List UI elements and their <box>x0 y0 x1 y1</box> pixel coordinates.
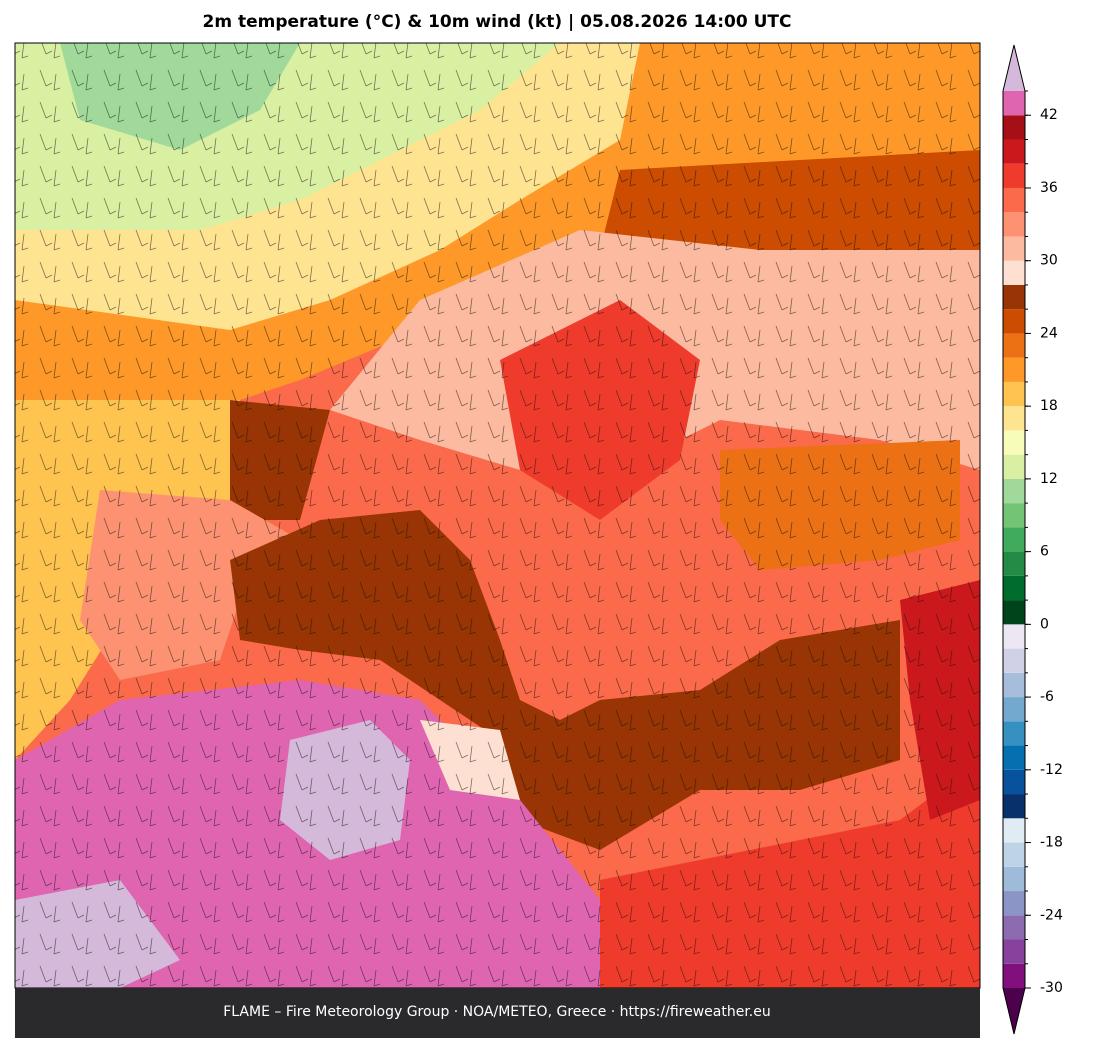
colorbar-band <box>1003 551 1025 576</box>
colorbar-band <box>1003 624 1025 649</box>
colorbar-band <box>1003 963 1025 988</box>
colorbar-band <box>1003 697 1025 722</box>
colorbar-tick-label: 36 <box>1040 180 1058 196</box>
colorbar-band <box>1003 745 1025 770</box>
colorbar-band <box>1003 818 1025 843</box>
colorbar-tick-label: -24 <box>1040 907 1063 923</box>
title: 2m temperature (°C) & 10m wind (kt) | 05… <box>202 12 791 32</box>
colorbar-band <box>1003 139 1025 164</box>
colorbar-band <box>1003 866 1025 892</box>
colorbar-band <box>1003 236 1025 261</box>
colorbar: -30 -24 -18 -12 -6 0 6 12 18 24 30 36 42 <box>1002 44 1063 1035</box>
colorbar-band <box>1003 333 1025 358</box>
colorbar-band <box>1003 891 1025 916</box>
colorbar-band <box>1003 260 1025 285</box>
colorbar-band <box>1003 163 1025 188</box>
colorbar-band <box>1003 115 1025 140</box>
colorbar-band <box>1003 91 1025 116</box>
colorbar-band <box>1003 381 1025 407</box>
colorbar-tick-label: -12 <box>1040 762 1063 778</box>
colorbar-band <box>1003 357 1025 382</box>
colorbar-band <box>1003 600 1025 625</box>
colorbar-band <box>1003 212 1025 237</box>
colorbar-band <box>1003 187 1025 213</box>
colorbar-band <box>1003 794 1025 819</box>
footer-bar <box>15 988 980 1038</box>
colorbar-tick-label: 6 <box>1040 544 1049 560</box>
colorbar-band <box>1003 842 1025 867</box>
colorbar-band <box>1003 575 1025 601</box>
colorbar-tick-label: -18 <box>1040 835 1063 851</box>
colorbar-band <box>1003 454 1025 479</box>
colorbar-under <box>1003 988 1025 1034</box>
colorbar-tick-label: 12 <box>1040 471 1058 487</box>
colorbar-tick-label: -30 <box>1040 980 1063 996</box>
colorbar-tick-label: 42 <box>1040 107 1058 123</box>
colorbar-band <box>1003 430 1025 455</box>
colorbar-band <box>1003 769 1025 795</box>
map <box>15 43 980 988</box>
colorbar-over <box>1003 45 1025 91</box>
colorbar-tick-label: 30 <box>1040 253 1058 269</box>
colorbar-band <box>1003 284 1025 310</box>
colorbar-band <box>1003 478 1025 504</box>
colorbar-band <box>1003 648 1025 673</box>
colorbar-band <box>1003 915 1025 940</box>
colorbar-band <box>1003 503 1025 528</box>
colorbar-band <box>1003 309 1025 334</box>
colorbar-tick-label: -6 <box>1040 689 1054 705</box>
colorbar-band <box>1003 406 1025 431</box>
colorbar-tick-label: 18 <box>1040 398 1058 414</box>
colorbar-band <box>1003 721 1025 746</box>
colorbar-tick-label: 24 <box>1040 325 1058 341</box>
colorbar-band <box>1003 939 1025 964</box>
colorbar-band <box>1003 527 1025 552</box>
colorbar-band <box>1003 672 1025 698</box>
footer-text: FLAME – Fire Meteorology Group · NOA/MET… <box>223 1004 771 1020</box>
colorbar-tick-label: 0 <box>1040 616 1049 632</box>
